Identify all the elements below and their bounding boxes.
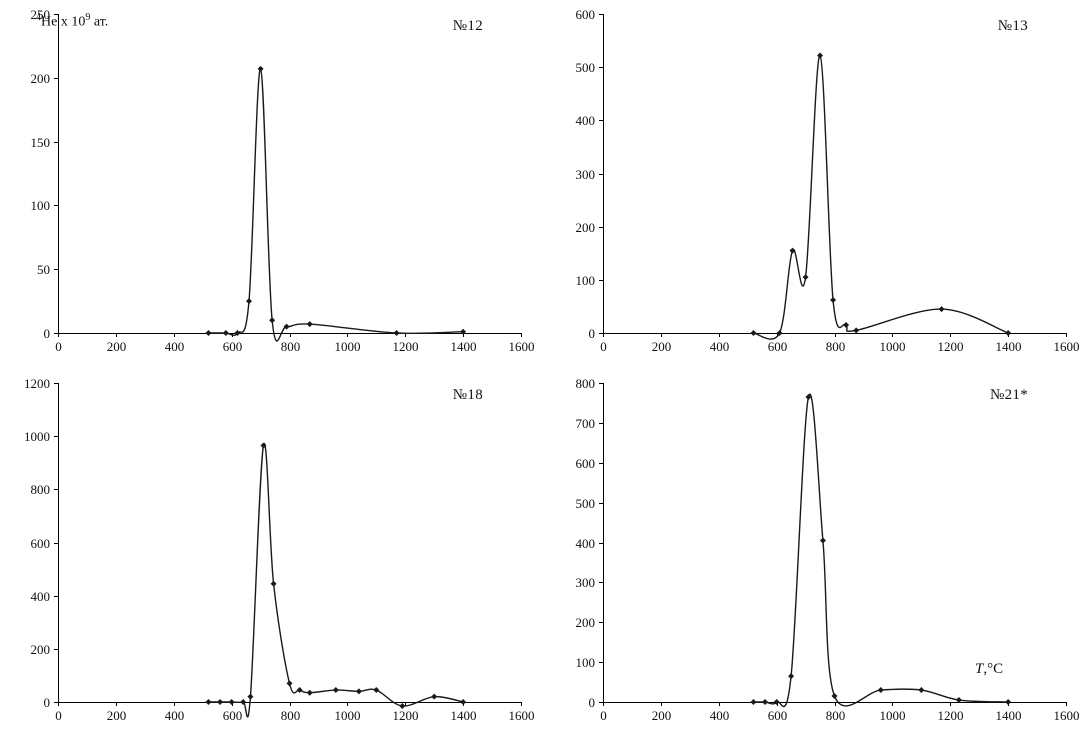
svg-text:1200: 1200: [938, 339, 964, 354]
svg-text:600: 600: [768, 708, 788, 723]
svg-text:0: 0: [44, 326, 51, 341]
svg-text:1000: 1000: [335, 339, 361, 354]
chart-panel-13: 0 200 400 600 800 1000 1200 1400 1600 0 100 200 300 4…: [545, 0, 1090, 369]
svg-text:200: 200: [107, 339, 127, 354]
svg-text:200: 200: [31, 71, 51, 86]
chart-panel-18: 0 200 400 600 800 1000 1200 1400 1600 0 200 400 600 8…: [0, 369, 545, 738]
svg-text:0: 0: [55, 708, 62, 723]
y-axis-title-sup-9: 9: [85, 12, 91, 23]
svg-text:600: 600: [768, 339, 788, 354]
series-label-13: №13: [997, 18, 1028, 34]
svg-text:600: 600: [31, 536, 51, 551]
x-axis-title: T,°C: [975, 661, 1003, 678]
series-label-18: №18: [452, 387, 483, 403]
svg-text:1600: 1600: [509, 339, 535, 354]
svg-text:700: 700: [576, 416, 596, 431]
svg-text:1600: 1600: [1054, 339, 1080, 354]
svg-text:0: 0: [44, 695, 51, 710]
svg-text:400: 400: [165, 339, 185, 354]
series-label-12: №12: [452, 18, 483, 34]
svg-text:400: 400: [710, 339, 730, 354]
svg-text:1400: 1400: [451, 339, 477, 354]
x-axis-title-t: T: [975, 661, 984, 677]
svg-text:50: 50: [37, 262, 50, 277]
svg-text:1600: 1600: [509, 708, 535, 723]
svg-text:0: 0: [600, 339, 607, 354]
chart-panel-12: 0 200 400 600 800 1000 1200 1400 1600 0 50 100 150 20…: [0, 0, 545, 369]
svg-text:100: 100: [576, 655, 596, 670]
svg-text:200: 200: [31, 642, 51, 657]
svg-text:100: 100: [31, 198, 51, 213]
y-axis-title: 4He x 109 ат.: [36, 12, 108, 31]
svg-text:800: 800: [576, 376, 596, 391]
chart-panel-21: 0 200 400 600 800 1000 1200 1400 1600 0 100 200 300 4…: [545, 369, 1090, 738]
y-axis-title-main: He x 10: [41, 14, 86, 30]
svg-text:1400: 1400: [996, 339, 1022, 354]
svg-text:800: 800: [31, 482, 51, 497]
svg-text:800: 800: [281, 708, 301, 723]
svg-text:1400: 1400: [451, 708, 477, 723]
svg-text:400: 400: [165, 708, 185, 723]
y-axis-title-sup-4: 4: [36, 12, 41, 23]
chart-canvas-13: 0 200 400 600 800 1000 1200 1400 1600 0 100 200 300 4…: [576, 7, 1080, 354]
svg-text:1200: 1200: [938, 708, 964, 723]
svg-text:1200: 1200: [24, 376, 50, 391]
svg-text:500: 500: [576, 496, 596, 511]
svg-text:0: 0: [55, 339, 62, 354]
svg-text:1200: 1200: [393, 708, 419, 723]
svg-text:200: 200: [107, 708, 127, 723]
svg-text:500: 500: [576, 60, 596, 75]
svg-text:1200: 1200: [393, 339, 419, 354]
svg-text:800: 800: [826, 708, 846, 723]
svg-text:200: 200: [576, 615, 596, 630]
svg-text:400: 400: [710, 708, 730, 723]
svg-text:1000: 1000: [24, 429, 50, 444]
svg-text:200: 200: [652, 708, 672, 723]
svg-text:600: 600: [223, 339, 243, 354]
svg-text:600: 600: [223, 708, 243, 723]
svg-text:400: 400: [576, 536, 596, 551]
svg-text:0: 0: [589, 695, 596, 710]
svg-text:0: 0: [589, 326, 596, 341]
svg-text:600: 600: [576, 456, 596, 471]
svg-text:800: 800: [826, 339, 846, 354]
svg-text:250: 250: [31, 7, 51, 22]
x-axis-title-units: ,°C: [983, 661, 1004, 677]
chart-canvas-21: 0 200 400 600 800 1000 1200 1400 1600 0 100 200 300 4…: [576, 376, 1080, 723]
svg-text:1000: 1000: [335, 708, 361, 723]
svg-text:600: 600: [576, 7, 596, 22]
svg-text:100: 100: [576, 273, 596, 288]
chart-canvas-12: 0 200 400 600 800 1000 1200 1400 1600 0 50 100 150 20…: [31, 7, 535, 354]
svg-text:0: 0: [600, 708, 607, 723]
svg-text:200: 200: [652, 339, 672, 354]
svg-text:300: 300: [576, 575, 596, 590]
svg-text:400: 400: [576, 113, 596, 128]
svg-text:1600: 1600: [1054, 708, 1080, 723]
series-label-21: №21*: [989, 387, 1028, 403]
chart-canvas-18: 0 200 400 600 800 1000 1200 1400 1600 0 200 400 600 8…: [24, 376, 535, 723]
svg-text:200: 200: [576, 220, 596, 235]
svg-text:150: 150: [31, 135, 51, 150]
svg-text:1000: 1000: [880, 708, 906, 723]
svg-text:400: 400: [31, 589, 51, 604]
svg-text:1000: 1000: [880, 339, 906, 354]
y-axis-title-units: ат.: [90, 14, 109, 30]
svg-text:300: 300: [576, 167, 596, 182]
svg-text:1400: 1400: [996, 708, 1022, 723]
svg-text:800: 800: [281, 339, 301, 354]
